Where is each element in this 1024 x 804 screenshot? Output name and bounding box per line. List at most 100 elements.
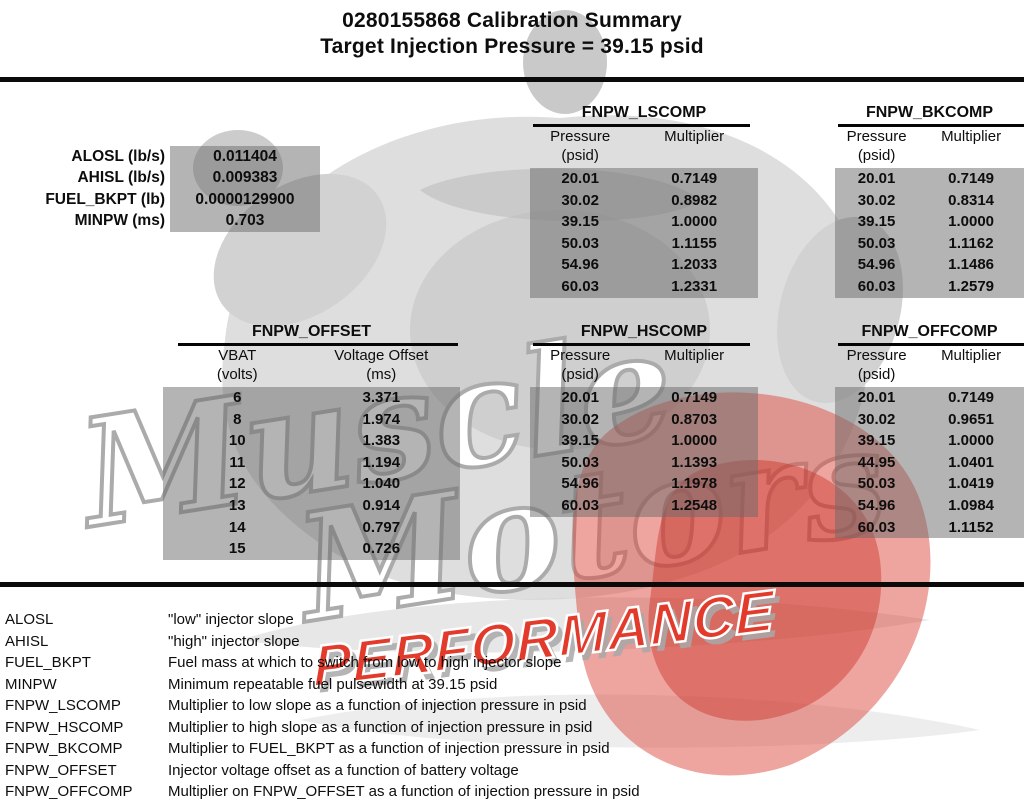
definition-row: ALOSL "low" injector slope	[5, 609, 1019, 631]
table-title: FNPW_OFFCOMP	[861, 323, 998, 340]
table-unit-row: (volts) (ms)	[163, 365, 460, 384]
pressure-cell: 60.03	[561, 496, 599, 514]
vbat-cell: 15	[228, 540, 246, 558]
table-header-row: Pressure Multiplier	[835, 346, 1024, 365]
pressure-cell: 54.96	[857, 496, 896, 514]
definition-row: FNPW_OFFCOMP Multiplier on FNPW_OFFSET a…	[5, 781, 1019, 803]
column-header-pressure: Pressure	[846, 128, 907, 145]
table-row: 14 0.797	[163, 517, 460, 539]
definition-term: FNPW_HSCOMP	[5, 718, 124, 736]
table-title: FNPW_BKCOMP	[865, 104, 994, 121]
table-row: 60.03 1.1152	[835, 517, 1024, 539]
definition-term: FNPW_LSCOMP	[5, 697, 121, 715]
table-row: 20.01 0.7149	[835, 168, 1024, 190]
table-header-row: Pressure Multiplier	[835, 127, 1024, 146]
definition-term: AHISL	[5, 632, 49, 650]
table-fnpw-lscomp: FNPW_LSCOMP Pressure Multiplier (psid) 2…	[530, 103, 758, 298]
table-row: 54.96 1.1978	[530, 473, 758, 495]
column-unit-multiplier	[630, 365, 758, 384]
parameter-value: 0.703	[170, 210, 320, 232]
table-row: 50.03 1.1162	[835, 233, 1024, 255]
voltage-offset-cell: 0.914	[362, 496, 401, 514]
table-unit-row: (psid)	[835, 365, 1024, 384]
voltage-offset-cell: 3.371	[362, 389, 401, 406]
table-row: 44.95 1.0401	[835, 452, 1024, 474]
table-title-underline	[533, 343, 750, 346]
multiplier-cell: 0.7149	[948, 389, 995, 406]
definition-term: MINPW	[5, 675, 57, 693]
multiplier-cell: 0.7149	[671, 389, 718, 406]
multiplier-cell: 0.8703	[671, 410, 718, 428]
table-title-underline	[838, 124, 1024, 127]
pressure-cell: 54.96	[857, 256, 896, 274]
definition-term: ALOSL	[5, 611, 54, 628]
voltage-offset-cell: 1.040	[362, 475, 401, 493]
pressure-cell: 50.03	[561, 234, 599, 252]
multiplier-cell: 1.2548	[671, 496, 718, 514]
multiplier-cell: 1.1393	[671, 453, 718, 471]
multiplier-cell: 1.0000	[948, 432, 995, 450]
pressure-cell: 39.15	[561, 213, 599, 231]
scalar-parameters: ALOSL (lb/s) 0.011404 AHISL (lb/s) 0.009…	[0, 146, 320, 232]
table-title-underline	[533, 124, 750, 127]
pressure-cell: 60.03	[561, 277, 599, 295]
parameter-row: ALOSL (lb/s) 0.011404	[0, 146, 320, 168]
table-row: 50.03 1.1393	[530, 452, 758, 474]
pressure-cell: 60.03	[857, 518, 896, 536]
parameter-label: FUEL_BKPT (lb)	[45, 190, 165, 208]
vbat-cell: 12	[228, 475, 246, 493]
table-row: 54.96 1.0984	[835, 495, 1024, 517]
table-header-row: Pressure Multiplier	[530, 346, 758, 365]
definition-description: Minimum repeatable fuel pulsewidth at 39…	[168, 675, 498, 693]
definition-description: "low" injector slope	[168, 611, 294, 628]
definition-term: FNPW_OFFSET	[5, 761, 117, 779]
table-title: FNPW_LSCOMP	[581, 104, 707, 121]
table-row: 39.15 1.0000	[530, 211, 758, 233]
table-row: 60.03 1.2548	[530, 495, 758, 517]
page-subtitle: Target Injection Pressure = 39.15 psid	[320, 35, 704, 58]
parameter-value: 0.011404	[170, 146, 320, 168]
table-row: 15 0.726	[163, 538, 460, 560]
multiplier-cell: 1.2579	[948, 277, 995, 295]
multiplier-cell: 1.0419	[948, 475, 995, 493]
table-row: 30.02 0.9651	[835, 409, 1024, 431]
parameter-label: MINPW (ms)	[74, 212, 165, 230]
definition-term: FNPW_OFFCOMP	[5, 783, 133, 801]
parameter-row: AHISL (lb/s) 0.009383	[0, 167, 320, 189]
pressure-cell: 60.03	[857, 277, 896, 295]
table-row: 54.96 1.2033	[530, 254, 758, 276]
multiplier-cell: 1.0401	[948, 453, 995, 471]
multiplier-cell: 1.1155	[671, 234, 717, 252]
multiplier-cell: 1.0984	[948, 496, 995, 514]
column-unit-volts: (volts)	[216, 366, 258, 383]
multiplier-cell: 1.0000	[671, 213, 718, 231]
table-header-row: VBAT Voltage Offset	[163, 346, 460, 365]
multiplier-cell: 1.2033	[671, 256, 718, 274]
column-unit-pressure: (psid)	[561, 147, 599, 164]
pressure-cell: 30.02	[561, 410, 599, 428]
table-row: 54.96 1.1486	[835, 254, 1024, 276]
parameter-row: MINPW (ms) 0.703	[0, 210, 320, 232]
table-title: FNPW_OFFSET	[251, 323, 372, 340]
definition-description: Injector voltage offset as a function of…	[168, 761, 519, 779]
voltage-offset-cell: 1.194	[362, 453, 401, 471]
multiplier-cell: 0.7149	[948, 170, 995, 187]
page-title: 0280155868 Calibration Summary	[342, 9, 682, 32]
multiplier-cell: 0.7149	[671, 170, 718, 187]
pressure-cell: 20.01	[857, 170, 896, 187]
definition-row: MINPW Minimum repeatable fuel pulsewidth…	[5, 674, 1019, 696]
table-row: 20.01 0.7149	[835, 387, 1024, 409]
vbat-cell: 11	[229, 453, 246, 471]
vbat-cell: 13	[228, 496, 246, 514]
multiplier-cell: 1.0000	[948, 213, 995, 231]
table-unit-row: (psid)	[530, 146, 758, 165]
pressure-cell: 39.15	[857, 432, 896, 450]
column-unit-multiplier	[918, 146, 1024, 165]
column-unit-multiplier	[918, 365, 1024, 384]
table-unit-row: (psid)	[530, 365, 758, 384]
definition-description: Multiplier to high slope as a function o…	[168, 718, 593, 736]
multiplier-cell: 1.0000	[671, 432, 718, 450]
multiplier-cell: 1.1162	[948, 234, 994, 252]
vbat-cell: 14	[228, 518, 246, 536]
column-header-pressure: Pressure	[550, 128, 611, 145]
